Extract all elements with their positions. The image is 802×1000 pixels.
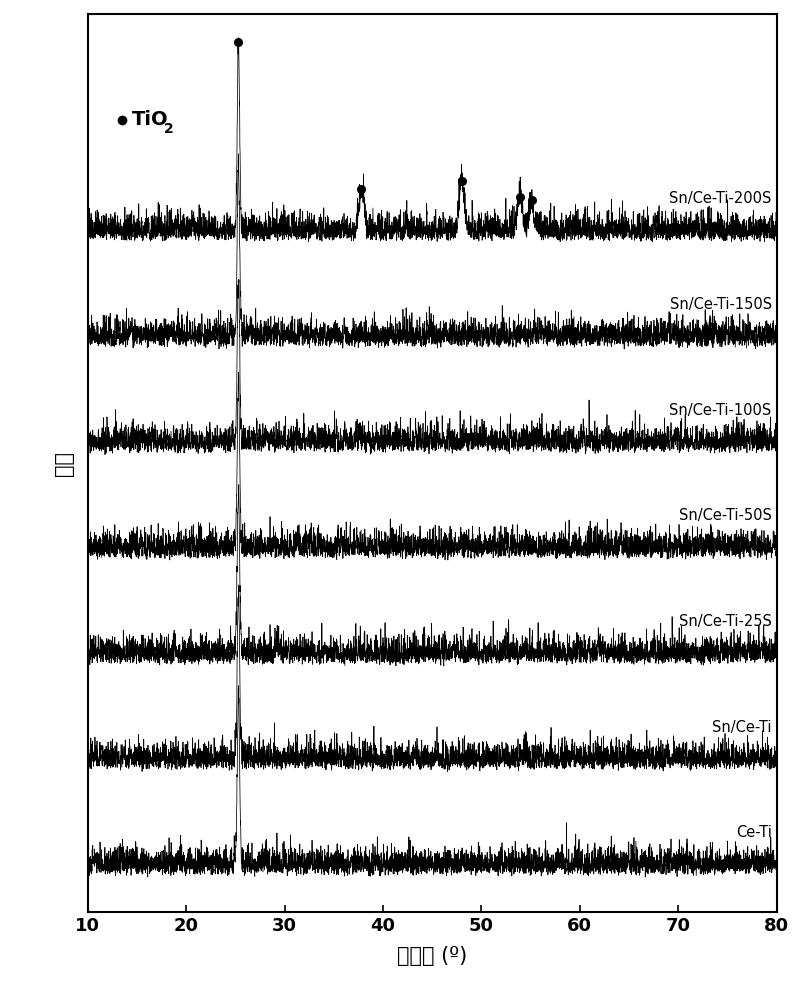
Y-axis label: 强度: 强度 [54,451,74,476]
Text: Sn/Ce-Ti-150S: Sn/Ce-Ti-150S [669,297,771,312]
Text: Sn/Ce-Ti-25S: Sn/Ce-Ti-25S [678,614,771,629]
Text: 2: 2 [164,122,173,136]
Text: Sn/Ce-Ti: Sn/Ce-Ti [711,720,771,735]
Text: Ce-Ti: Ce-Ti [735,825,771,840]
Text: Sn/Ce-Ti-50S: Sn/Ce-Ti-50S [678,508,771,523]
Text: TiO: TiO [132,110,168,129]
X-axis label: 衍射角 (º): 衍射角 (º) [397,946,467,966]
Text: Sn/Ce-Ti-200S: Sn/Ce-Ti-200S [668,191,771,206]
Text: Sn/Ce-Ti-100S: Sn/Ce-Ti-100S [669,403,771,418]
